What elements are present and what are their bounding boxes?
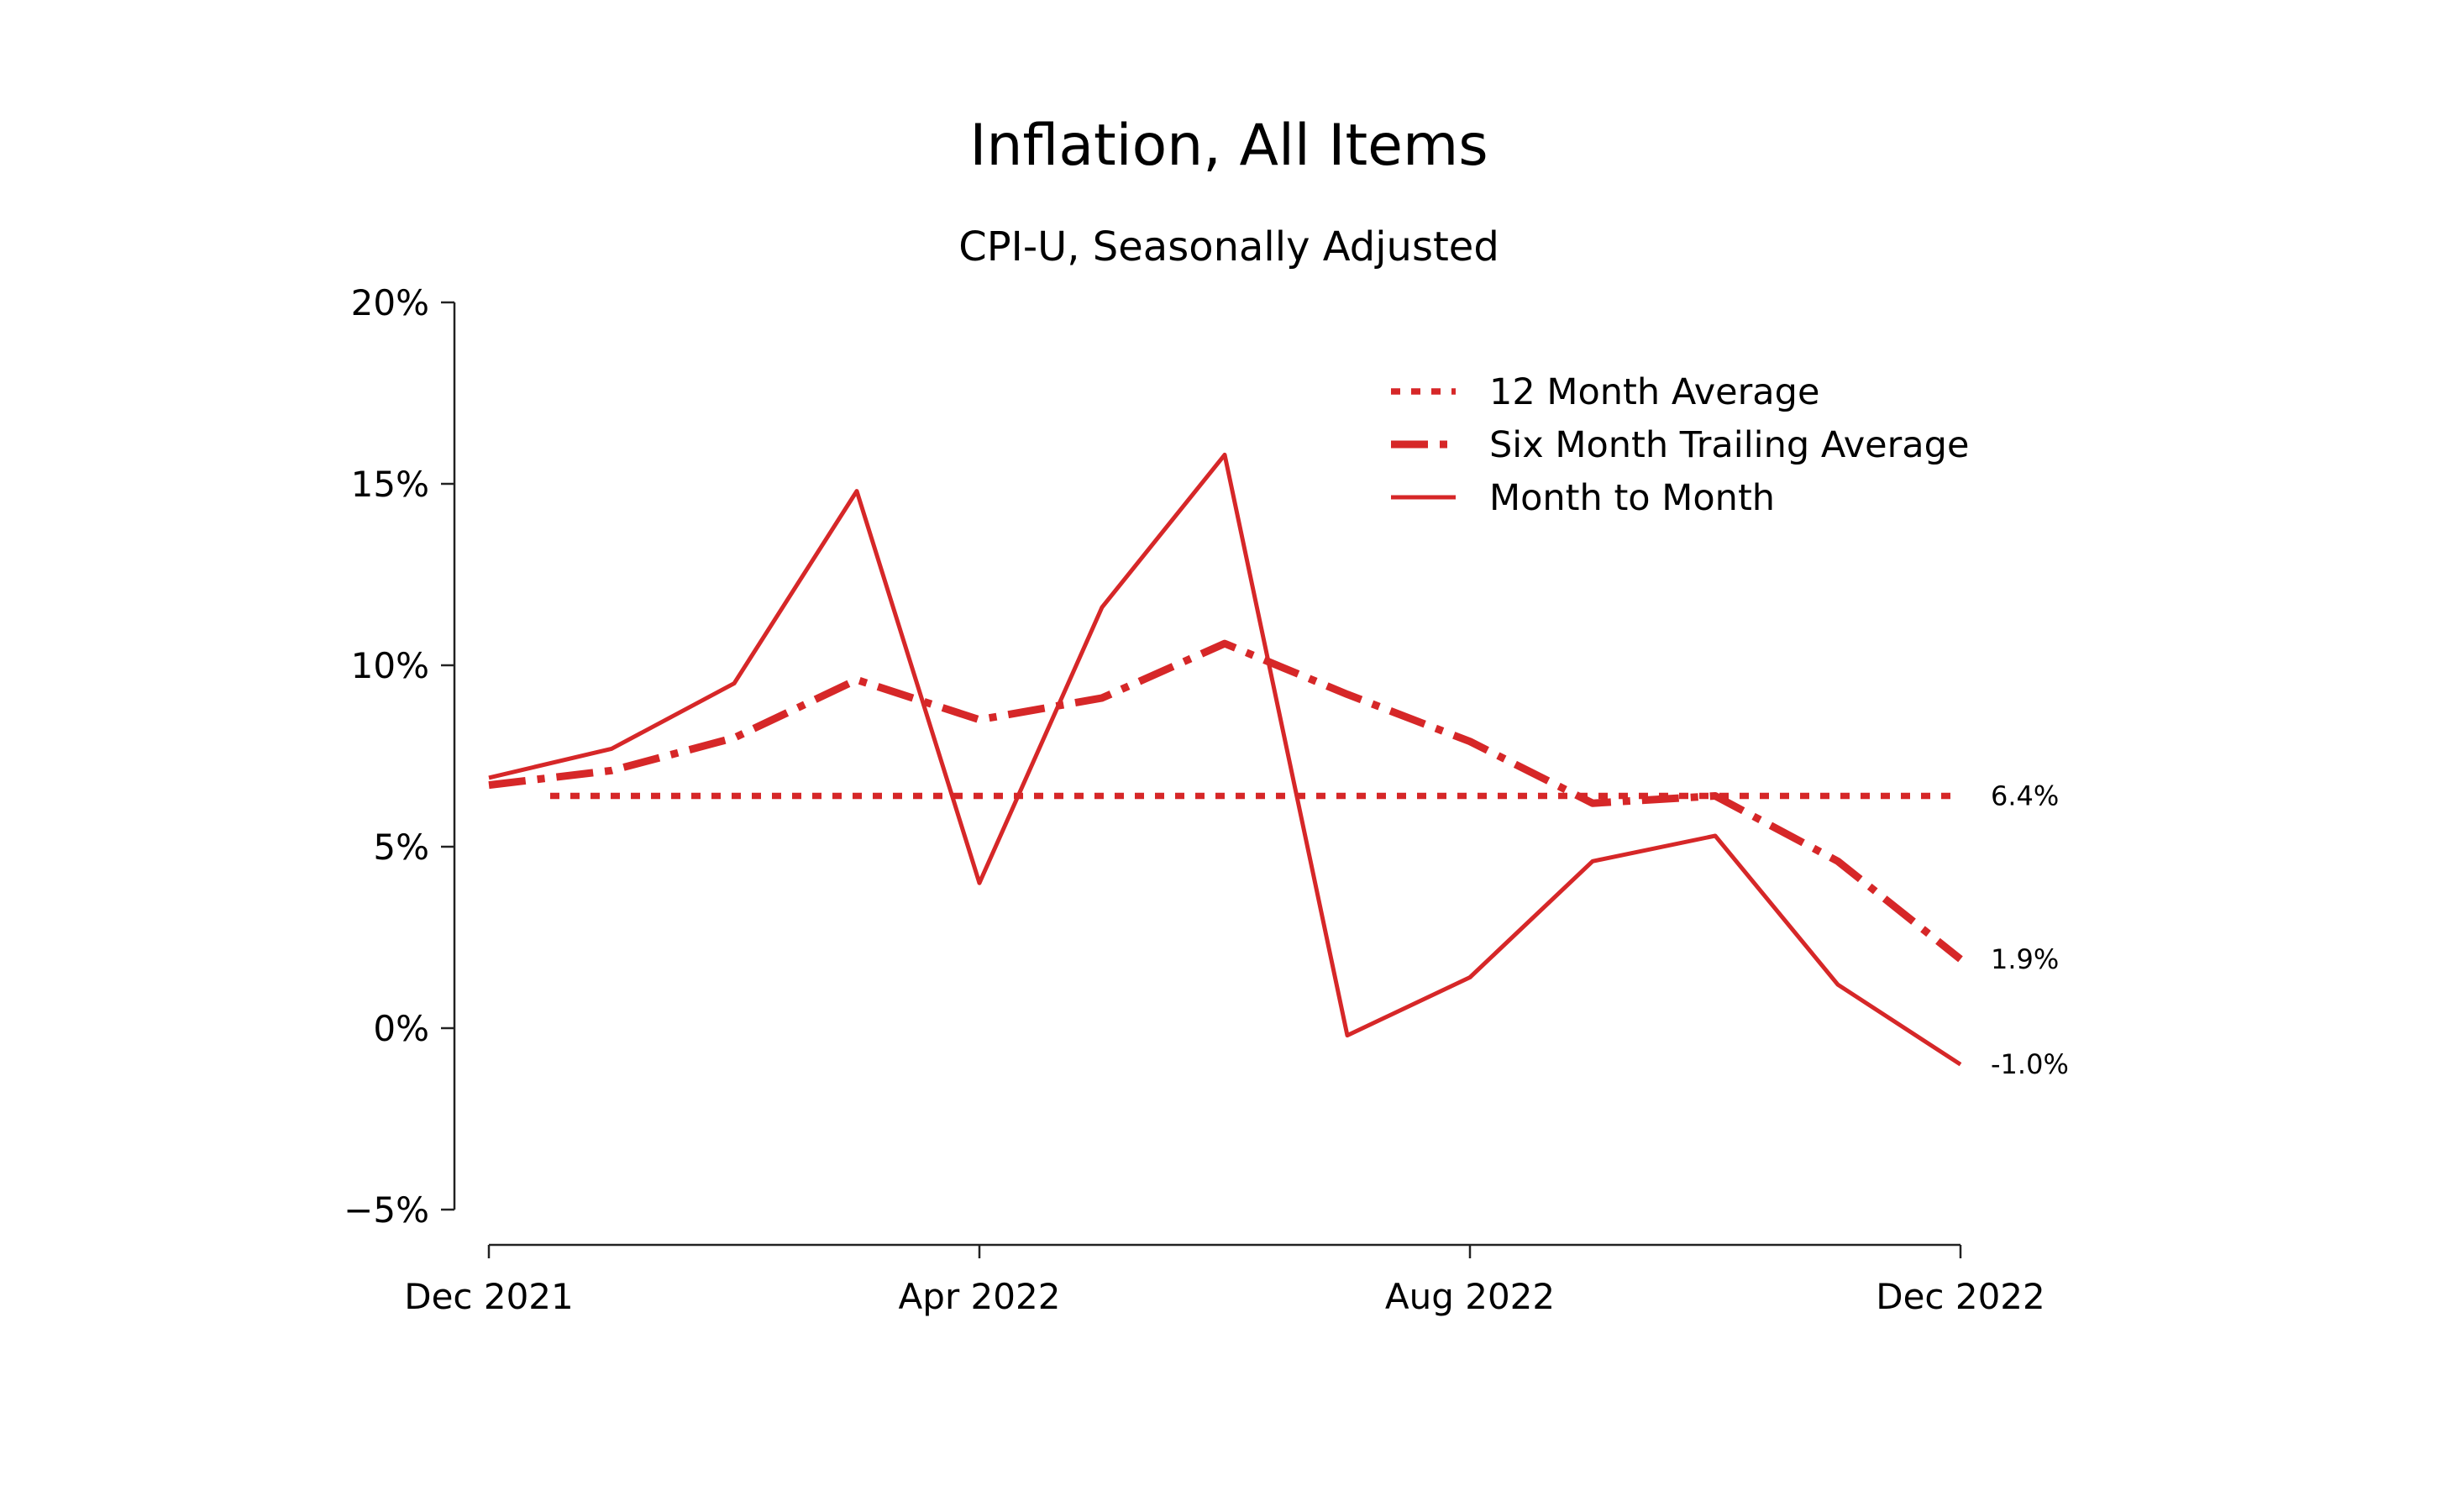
legend: 12 Month Average Six Month Trailing Avera… — [1391, 371, 1969, 519]
series-line-six-month-trailing-average — [488, 639, 1963, 963]
chart-subtitle: CPI-U, Seasonally Adjusted — [958, 223, 1499, 270]
y-tick-label: 10% — [351, 645, 429, 686]
end-label-six-month-trailing-average: 1.9% — [1991, 943, 2059, 975]
y-tick-label: 20% — [351, 282, 429, 323]
series-layer — [488, 452, 1963, 1067]
series-line-month-to-month — [488, 452, 1962, 1067]
legend-label-six-month-trailing-average: Six Month Trailing Average — [1489, 424, 1969, 466]
end-labels: 6.4% 1.9% -1.0% — [1991, 780, 2069, 1081]
y-tick-label: 0% — [373, 1008, 429, 1049]
x-tick-label: Apr 2022 — [899, 1276, 1061, 1317]
y-tick-label: −5% — [344, 1189, 429, 1231]
y-tick-label: 5% — [373, 827, 429, 868]
y-axis: 20% 15% 10% 5% 0% −5% — [344, 282, 456, 1231]
chart-title: Inflation, All Items — [969, 113, 1488, 179]
end-label-12-month-average: 6.4% — [1991, 780, 2059, 812]
x-tick-label: Dec 2021 — [404, 1276, 574, 1317]
x-tick-label: Aug 2022 — [1385, 1276, 1555, 1317]
x-axis: Dec 2021 Apr 2022 Aug 2022 Dec 2022 — [404, 1243, 2045, 1317]
x-tick-label: Dec 2022 — [1876, 1276, 2045, 1317]
legend-label-12-month-average: 12 Month Average — [1489, 371, 1819, 413]
end-label-month-to-month: -1.0% — [1991, 1048, 2069, 1080]
y-tick-label: 15% — [351, 464, 429, 505]
legend-label-month-to-month: Month to Month — [1489, 477, 1775, 519]
